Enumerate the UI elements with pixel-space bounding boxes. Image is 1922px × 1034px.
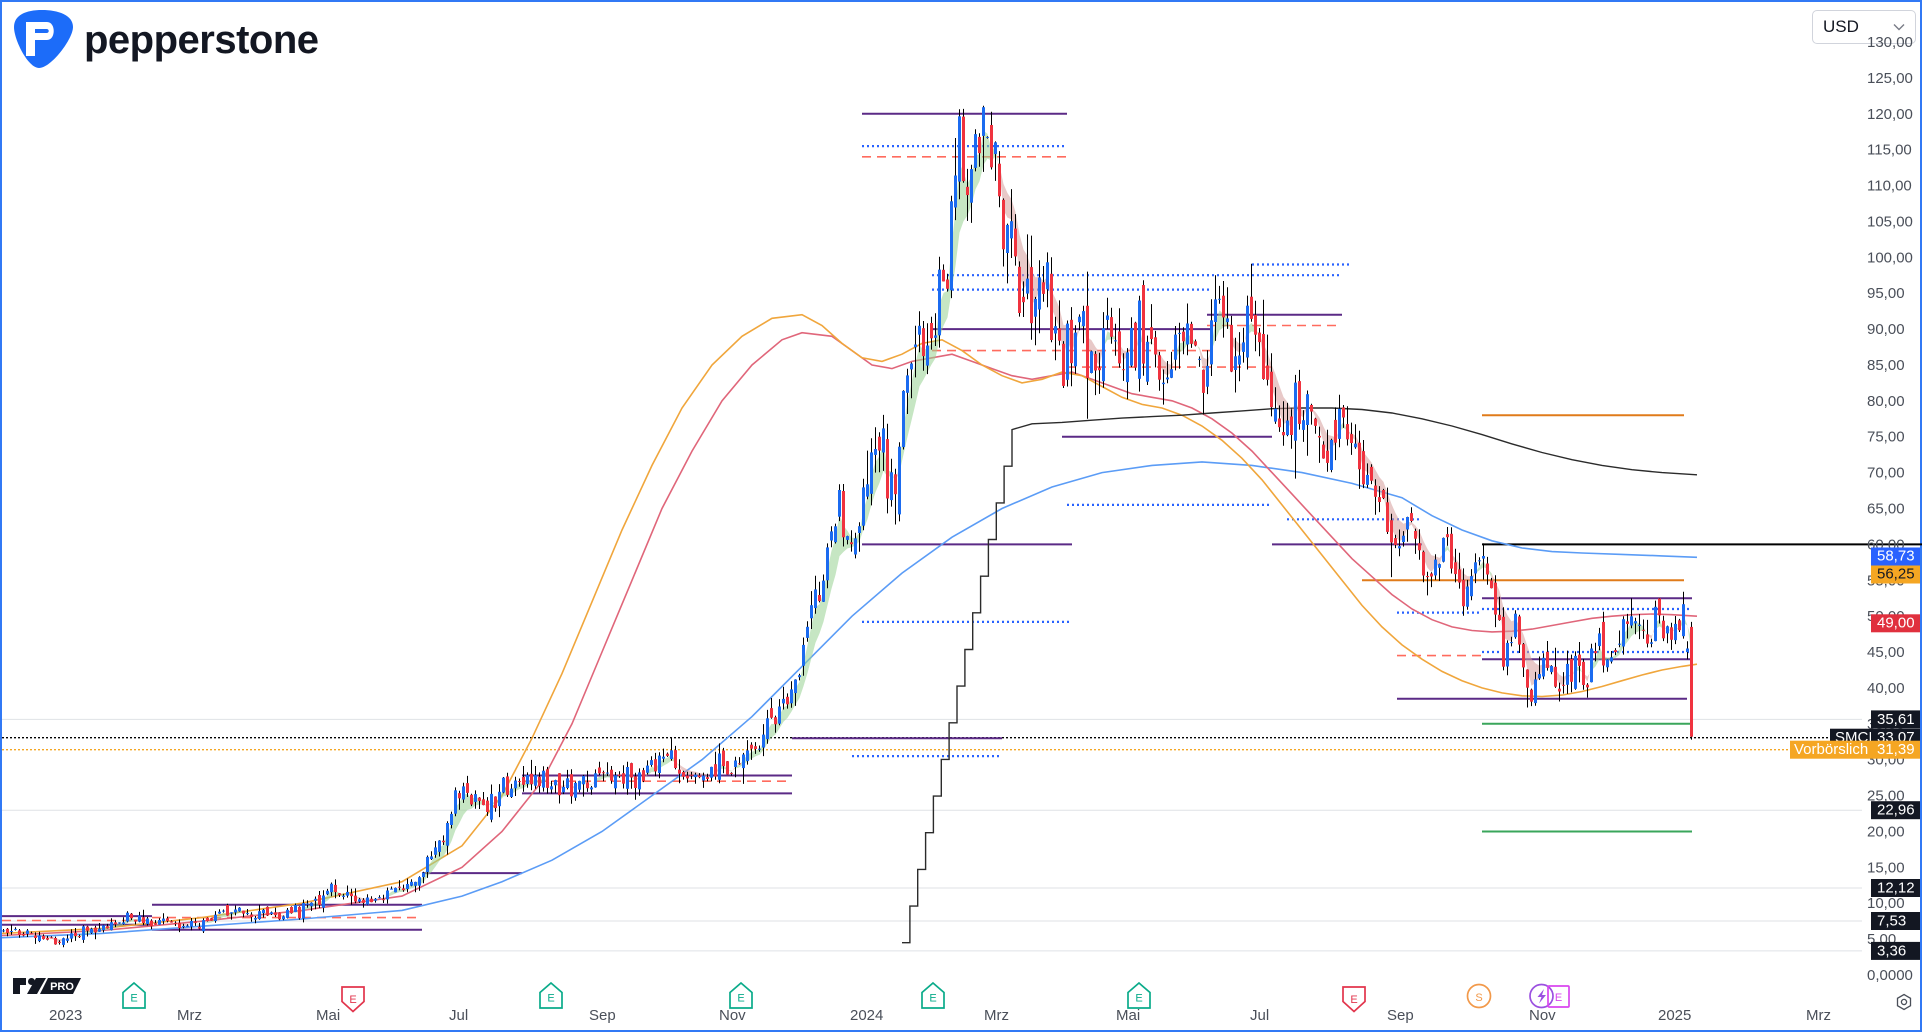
- svg-text:130,00: 130,00: [1867, 34, 1913, 51]
- svg-text:31,39: 31,39: [1877, 741, 1915, 758]
- svg-text:Mrz: Mrz: [984, 1007, 1009, 1024]
- svg-text:7,53: 7,53: [1877, 913, 1906, 930]
- svg-text:115,00: 115,00: [1867, 142, 1912, 159]
- svg-text:Nov: Nov: [719, 1007, 746, 1024]
- svg-text:Nov: Nov: [1529, 1007, 1556, 1024]
- svg-text:120,00: 120,00: [1867, 106, 1913, 123]
- svg-text:15,00: 15,00: [1867, 859, 1905, 876]
- svg-text:85,00: 85,00: [1867, 357, 1905, 374]
- svg-text:2023: 2023: [49, 1007, 82, 1024]
- svg-text:35,61: 35,61: [1877, 711, 1915, 728]
- svg-text:E: E: [1555, 992, 1562, 1004]
- svg-text:E: E: [130, 993, 137, 1005]
- svg-text:95,00: 95,00: [1867, 285, 1905, 302]
- svg-text:2024: 2024: [850, 1007, 883, 1024]
- svg-text:10,00: 10,00: [1867, 895, 1905, 912]
- svg-text:E: E: [929, 993, 936, 1005]
- svg-text:20,00: 20,00: [1867, 824, 1905, 841]
- svg-text:56,25: 56,25: [1877, 566, 1915, 583]
- svg-text:125,00: 125,00: [1867, 70, 1913, 87]
- svg-text:Sep: Sep: [1387, 1007, 1414, 1024]
- svg-text:E: E: [737, 993, 744, 1005]
- svg-text:22,96: 22,96: [1877, 802, 1915, 819]
- svg-text:80,00: 80,00: [1867, 393, 1905, 410]
- svg-text:105,00: 105,00: [1867, 213, 1913, 230]
- svg-text:3,36: 3,36: [1877, 942, 1906, 959]
- svg-text:45,00: 45,00: [1867, 644, 1905, 661]
- svg-text:58,73: 58,73: [1877, 548, 1915, 565]
- svg-text:70,00: 70,00: [1867, 465, 1905, 482]
- svg-text:Mrz: Mrz: [177, 1007, 202, 1024]
- svg-text:PRO: PRO: [50, 981, 74, 993]
- svg-text:E: E: [547, 993, 554, 1005]
- svg-text:E: E: [349, 994, 356, 1006]
- svg-text:Sep: Sep: [589, 1007, 616, 1024]
- svg-text:65,00: 65,00: [1867, 501, 1905, 518]
- svg-text:110,00: 110,00: [1867, 178, 1912, 195]
- svg-text:S: S: [1475, 992, 1482, 1004]
- svg-text:90,00: 90,00: [1867, 321, 1905, 338]
- svg-text:2025: 2025: [1658, 1007, 1691, 1024]
- svg-text:Vorbörslich: Vorbörslich: [1794, 741, 1868, 758]
- svg-text:Mai: Mai: [316, 1007, 340, 1024]
- svg-text:49,00: 49,00: [1877, 615, 1915, 632]
- svg-text:100,00: 100,00: [1867, 249, 1913, 266]
- svg-text:0,0000: 0,0000: [1867, 967, 1913, 984]
- svg-text:40,00: 40,00: [1867, 680, 1905, 697]
- svg-text:Mrz: Mrz: [1806, 1007, 1831, 1024]
- svg-text:Jul: Jul: [1250, 1007, 1269, 1024]
- svg-text:E: E: [1135, 993, 1142, 1005]
- svg-text:E: E: [1350, 994, 1357, 1006]
- svg-text:Mai: Mai: [1116, 1007, 1140, 1024]
- svg-text:Jul: Jul: [449, 1007, 468, 1024]
- svg-text:75,00: 75,00: [1867, 429, 1905, 446]
- svg-text:12,12: 12,12: [1877, 880, 1915, 897]
